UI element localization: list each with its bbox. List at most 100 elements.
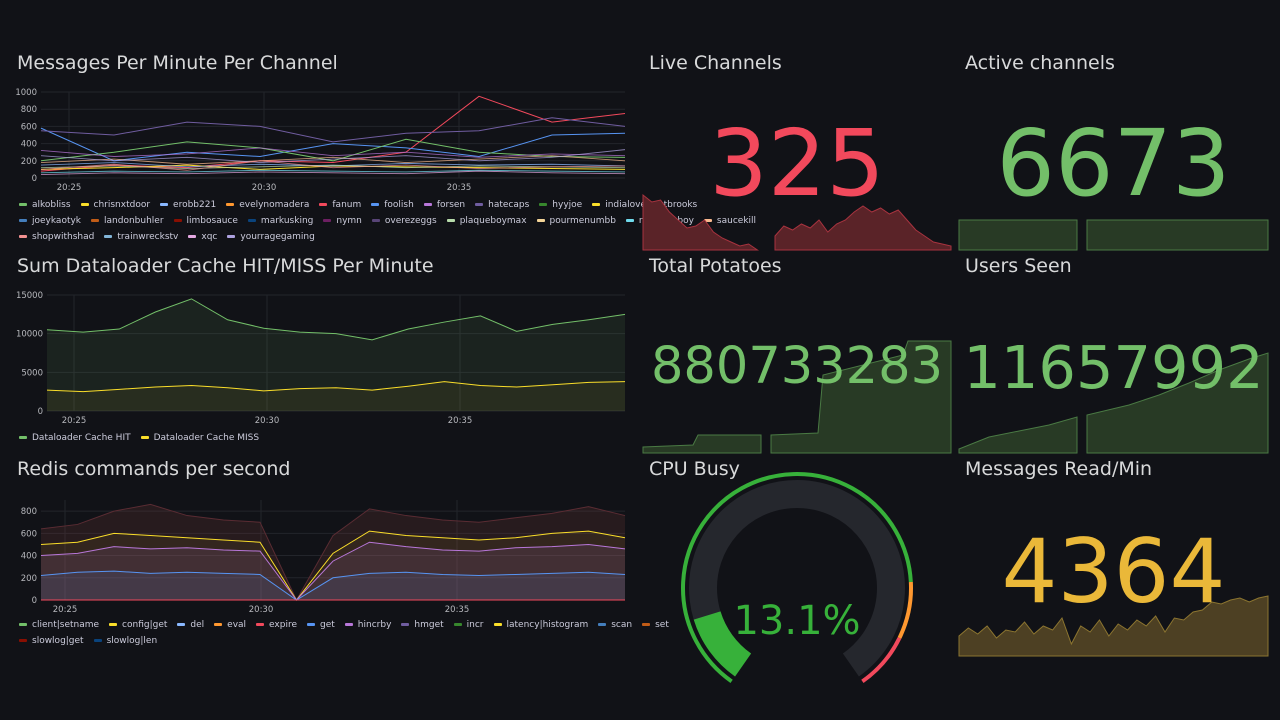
panel-title[interactable]: Total Potatoes [649,255,782,277]
legend-swatch [475,203,484,206]
legend-item[interactable]: get [307,617,335,633]
redis-legend: client|setname config|get del eval expire get… [19,617,669,649]
panel-title[interactable]: Messages Read/Min [965,458,1153,480]
legend-label: client|setname [32,620,100,630]
legend-item[interactable]: chrisnxtdoor [80,197,150,213]
legend-item[interactable]: forsen [423,197,465,213]
y-tick-label: 1000 [15,88,37,98]
legend-item[interactable]: saucekill [703,213,757,229]
legend-item[interactable]: trainwreckstv [104,229,178,245]
legend-item[interactable]: pourmenumbb [536,213,616,229]
legend-item[interactable]: plaqueboymax [446,213,527,229]
panel-title[interactable]: Redis commands per second [17,458,291,480]
legend-item[interactable]: eval [214,617,246,633]
legend-swatch [19,203,27,206]
total-potatoes-panel: Total Potatoes 880733283 [642,255,952,454]
legend-item[interactable]: config|get [109,617,167,633]
legend-label: foolish [384,200,414,210]
panel-title[interactable]: Active channels [965,52,1115,74]
legend-item[interactable]: limbosauce [173,213,238,229]
legend-label: markusking [260,216,314,226]
messages-chart[interactable]: 1000 800 600 400 200 0 20:25 20:30 20:35 [15,84,628,229]
legend-swatch [642,623,651,626]
legend-item[interactable]: evelynomadera [226,197,309,213]
legend-item[interactable]: foolish [371,197,414,213]
x-tick-label: 20:30 [249,605,274,615]
legend-label: landonbuhler [104,216,164,226]
legend-swatch [177,623,186,626]
legend-swatch [344,623,353,626]
legend-swatch [91,219,100,222]
legend-label: joeykaotyk [32,216,82,226]
legend-label: pourmenumbb [549,216,616,226]
legend-label: xqc [201,232,218,242]
legend-item[interactable]: markusking [247,213,314,229]
cpu-busy-panel: CPU Busy 13.1% [643,458,951,684]
y-tick-label: 0 [32,174,37,184]
legend-swatch [536,219,545,222]
legend-item[interactable]: landonbuhler [91,213,164,229]
legend-swatch [19,623,27,626]
gauge-value-arc [693,610,752,677]
series-line [40,149,626,163]
legend-label: erobb221 [173,200,217,210]
legend-label: plaqueboymax [459,216,527,226]
legend-swatch [307,623,316,626]
legend-item[interactable]: client|setname [19,617,99,633]
series-line [40,162,626,168]
panel-title[interactable]: CPU Busy [649,458,740,480]
legend-item[interactable]: alkobliss [19,197,71,213]
legend-item[interactable]: xqc [188,229,217,245]
legend-swatch [19,436,27,439]
legend-item[interactable]: Dataloader Cache MISS [140,430,259,446]
legend-label: nymn [336,216,362,226]
y-tick-label: 600 [21,529,37,539]
series-area [41,542,625,600]
legend-label: config|get [122,620,168,630]
legend-item[interactable]: fanum [319,197,361,213]
legend-item[interactable]: slowlog|len [93,633,157,649]
legend-item[interactable]: overezeggs [371,213,437,229]
series-line [40,147,626,158]
messages-panel: Messages Per Minute Per Channel 1000 800 6… [15,52,756,245]
legend-item[interactable]: yourragegaming [227,229,315,245]
legend-item[interactable]: scan [598,617,632,633]
legend-item[interactable]: latency|histogram [493,617,589,633]
legend-label: latency|histogram [506,620,589,630]
legend-item[interactable]: expire [256,617,297,633]
legend-item[interactable]: Dataloader Cache HIT [19,430,131,446]
series-area [47,381,625,411]
legend-label: get [320,620,335,630]
legend-item[interactable]: set [642,617,669,633]
legend-item[interactable]: erobb221 [160,197,216,213]
legend-swatch [703,219,712,222]
panel-title[interactable]: Live Channels [649,52,782,74]
active-channels-sparkline [958,219,1269,251]
dataloader-panel: Sum Dataloader Cache HIT/MISS Per Minute… [16,255,628,447]
panel-title[interactable]: Users Seen [965,255,1072,277]
legend-item[interactable]: hmget [401,617,444,633]
legend-item[interactable]: hyyjoe [539,197,582,213]
legend-item[interactable]: slowlog|get [19,633,84,649]
legend-item[interactable]: nymn [323,213,362,229]
series-line [40,570,626,601]
legend-item[interactable]: shopwithshad [19,229,94,245]
panel-title[interactable]: Messages Per Minute Per Channel [17,52,338,74]
panel-title[interactable]: Sum Dataloader Cache HIT/MISS Per Minute [17,255,434,277]
gauge-threshold [681,472,913,684]
legend-item[interactable]: joeykaotyk [19,213,81,229]
legend-label: saucekill [716,216,757,226]
legend-item[interactable]: hincrby [344,617,391,633]
legend-swatch [140,436,149,439]
active-channels-panel: Active channels 6673 [958,52,1269,251]
series-line [40,169,626,174]
legend-item[interactable]: hatecaps [475,197,529,213]
legend-label: slowlog|get [32,636,84,646]
legend-swatch [598,623,607,626]
legend-item[interactable]: del [177,617,204,633]
dataloader-chart[interactable]: 15000 10000 5000 0 20:25 20:30 20:35 [16,287,628,437]
legend-item[interactable]: incr [453,617,484,633]
redis-chart[interactable]: 800 600 400 200 0 20:25 20:30 20:35 [17,492,628,650]
y-tick-label: 800 [21,507,37,517]
gauge-threshold [861,637,902,684]
